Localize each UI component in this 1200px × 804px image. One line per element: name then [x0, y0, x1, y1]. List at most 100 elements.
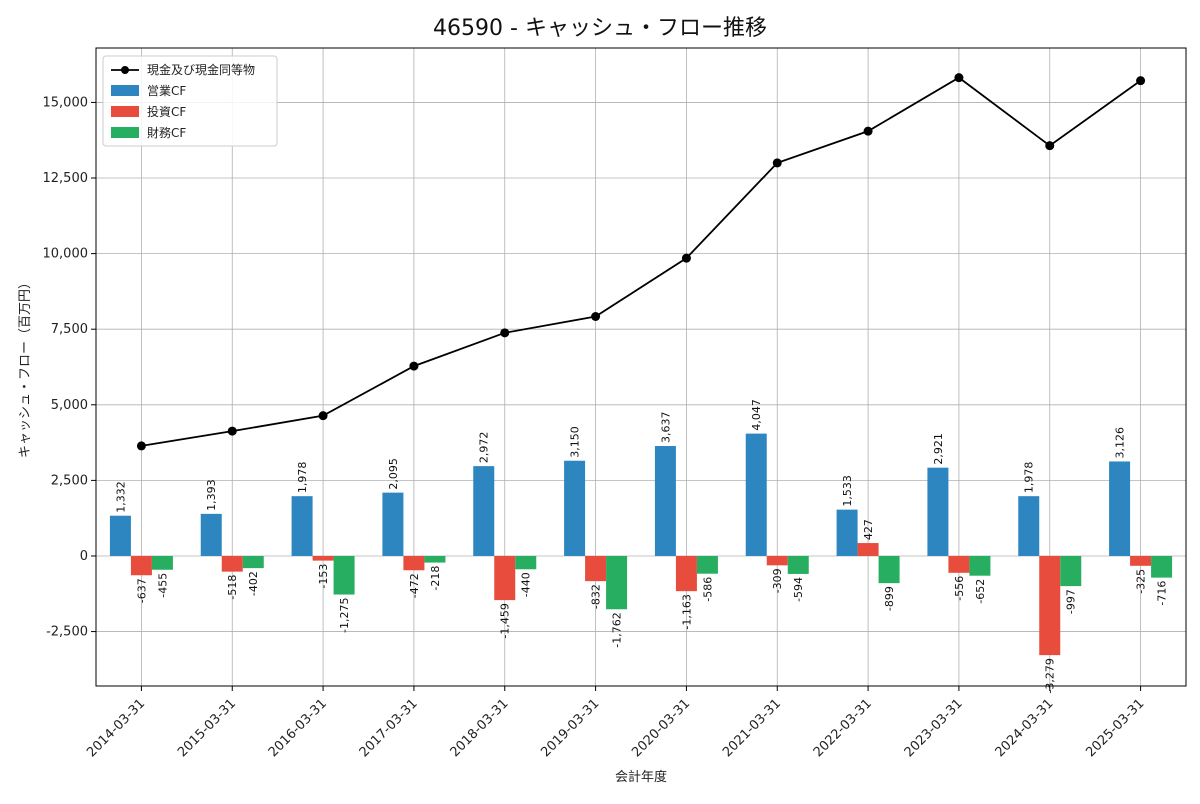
bar-2 [1060, 555, 1082, 587]
bar-1 [221, 555, 243, 572]
legend-label: 投資CF [147, 104, 186, 119]
cash-point [227, 426, 237, 436]
bar-2 [424, 555, 446, 563]
x-tick-label: 2015-03-31 [175, 696, 239, 760]
bar-value-label: -440 [520, 572, 533, 597]
cash-point [1045, 141, 1055, 151]
bar-1 [585, 555, 607, 582]
bar-value-label: -309 [771, 568, 784, 593]
bar-value-label: -716 [1156, 581, 1169, 606]
y-tick-label: 12,500 [43, 171, 89, 186]
cash-point [1136, 76, 1146, 86]
x-tick-label: 2025-03-31 [1083, 696, 1147, 760]
bar-labels: 1,332 1,393 1,978 2,095 2,972 3,150 3,637 4,047… [114, 399, 1168, 693]
bar-value-label: 1,533 [841, 475, 854, 507]
bar-0 [564, 460, 586, 556]
bar-1 [948, 555, 970, 573]
bar-value-label: -997 [1065, 589, 1078, 614]
bar-value-label: -899 [883, 586, 896, 611]
bar-value-label: -586 [701, 577, 714, 602]
bar-0 [927, 467, 949, 556]
legend-bar-swatch [111, 85, 139, 96]
bar-0 [745, 433, 767, 556]
bar-value-label: -556 [953, 576, 966, 601]
bar-2 [242, 555, 264, 569]
x-tick-label: 2021-03-31 [720, 696, 784, 760]
cash-point [409, 361, 419, 371]
x-tick-label: 2016-03-31 [266, 696, 330, 760]
bar-2 [787, 555, 809, 574]
x-tick-label: 2017-03-31 [357, 696, 421, 760]
bar-value-label: 2,972 [478, 432, 491, 464]
x-tick-label: 2019-03-31 [538, 696, 602, 760]
bar-2 [969, 555, 991, 576]
bar-value-label: 1,332 [114, 481, 127, 513]
bar-0 [1018, 496, 1040, 556]
bar-value-label: -1,459 [499, 603, 512, 638]
bar-0 [200, 513, 222, 556]
legend-line-marker [121, 66, 129, 74]
y-axis-title: キャッシュ・フロー（百万円） [18, 276, 33, 458]
bar-value-label: 2,095 [387, 458, 400, 490]
bar-value-label: -325 [1135, 569, 1148, 594]
cash-point [863, 126, 873, 136]
cash-point [681, 253, 691, 263]
x-axis-title: 会計年度 [615, 769, 667, 785]
bar-value-label: -594 [792, 577, 805, 602]
bar-value-label: 3,150 [569, 426, 582, 458]
bar-0 [1109, 461, 1131, 556]
bar-value-label: -153 [317, 564, 330, 589]
x-tick-label: 2022-03-31 [811, 696, 875, 760]
bar-value-label: -832 [590, 584, 603, 609]
bar-1 [1039, 555, 1061, 656]
y-tick-label: 0 [80, 549, 88, 564]
bar-2 [515, 555, 537, 570]
y-tick-label: 7,500 [51, 322, 88, 337]
cash-point [591, 312, 601, 322]
bar-value-label: 1,978 [1023, 462, 1036, 494]
bar-0 [109, 515, 131, 556]
y-axis-ticks: -2,500 0 2,500 5,000 7,500 10,000 12,500 15,000 [43, 95, 96, 640]
bar-1 [766, 555, 788, 566]
bar-2 [1151, 555, 1173, 578]
cash-point [136, 441, 146, 451]
bar-value-label: 4,047 [750, 399, 763, 431]
bar-value-label: -3,279 [1044, 658, 1057, 693]
x-tick-label: 2023-03-31 [902, 696, 966, 760]
legend-bar-swatch [111, 106, 139, 117]
bar-value-label: -1,762 [611, 612, 624, 647]
bar-value-label: 3,126 [1114, 427, 1127, 459]
bar-value-label: -518 [226, 575, 239, 600]
cash-point [500, 328, 510, 338]
y-tick-label: 15,000 [43, 95, 89, 110]
legend-label: 現金及び現金同等物 [147, 62, 255, 77]
cash-point [772, 158, 782, 168]
bar-2 [606, 555, 628, 610]
bar-value-label: -402 [247, 571, 260, 596]
x-tick-label: 2024-03-31 [993, 696, 1057, 760]
bars [109, 433, 1173, 656]
y-tick-label: 5,000 [51, 398, 88, 413]
plot-frame [95, 47, 1187, 687]
x-tick-label: 2014-03-31 [84, 696, 148, 760]
cash-line [141, 76, 1142, 447]
bar-1 [403, 555, 425, 571]
bar-2 [151, 555, 173, 570]
legend-label: 財務CF [147, 125, 186, 140]
bar-value-label: 1,978 [296, 462, 309, 494]
bar-value-label: 1,393 [205, 479, 218, 511]
bar-value-label: 3,637 [659, 412, 672, 444]
bar-value-label: -472 [408, 573, 421, 598]
bar-value-label: 2,921 [932, 433, 945, 465]
bar-1 [1130, 555, 1152, 566]
y-tick-label: -2,500 [46, 625, 88, 640]
bar-1 [312, 555, 334, 561]
bar-value-label: 427 [862, 519, 875, 540]
y-tick-label: 10,000 [43, 247, 89, 262]
legend-label: 営業CF [147, 84, 186, 98]
x-axis-ticks: 2014-03-31 2015-03-31 2016-03-31 2017-03-31… [84, 686, 1147, 760]
chart-title: 46590 - キャッシュ・フロー推移 [433, 16, 767, 41]
bar-1 [675, 555, 697, 592]
